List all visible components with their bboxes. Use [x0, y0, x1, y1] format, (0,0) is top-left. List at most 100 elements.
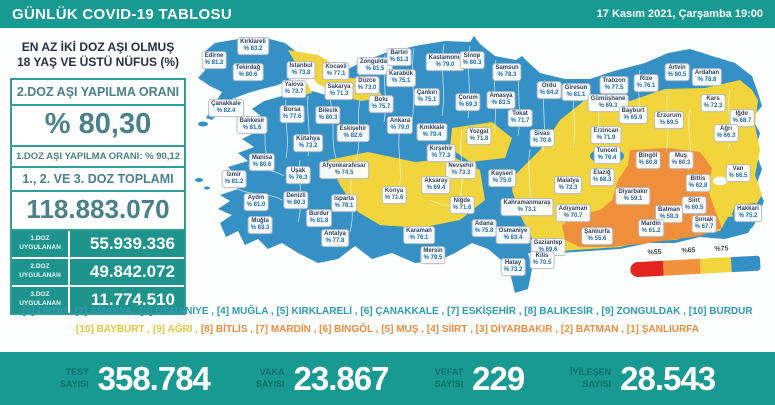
total-doses-value: 118.883.070	[12, 190, 184, 229]
recovered-count-value: 28.543	[620, 359, 716, 397]
province-label: Balıkesir% 81.6	[236, 116, 268, 134]
province-label: Niğde% 71.6	[449, 196, 475, 214]
dose2-row-label: 2.DOZ UYGULANAN	[12, 259, 70, 285]
province-label: Kırşehir% 77.3	[426, 144, 456, 162]
province-label: Rize% 76.1	[633, 74, 659, 92]
province-label: Zonguldak% 81.5	[356, 57, 394, 75]
case-count-label: VAKA SAYISI	[255, 366, 285, 389]
legend-segment	[730, 255, 761, 273]
province-label: Muş% 60.3	[668, 151, 694, 169]
table-row: 1.DOZ UYGULANAN 55.939.336	[12, 231, 184, 259]
province-label: Bitlis% 62.8	[685, 174, 711, 192]
province-label: Manisa% 80.6	[248, 153, 276, 171]
legend-segment	[662, 258, 701, 276]
case-count-stat: VAKA SAYISI 23.867	[255, 359, 390, 398]
dose3-row-label: 3.DOZ UYGULANAN	[12, 287, 70, 313]
province-label: Iğdır% 68.7	[729, 109, 755, 127]
province-label: Çankırı% 75.1	[413, 88, 441, 106]
header-bar: GÜNLÜK COVID-19 TABLOSU 17 Kasım 2021, Ç…	[0, 0, 775, 28]
test-count-label: TEST SAYISI	[59, 366, 89, 389]
worst-list-orange-part: [8] BİTLİS , [7] MARDİN , [6] BİNGÖL , […	[200, 324, 699, 335]
legend-label: %55	[647, 248, 662, 257]
province-label: Bolu% 75.7	[368, 95, 394, 113]
table-row: 2.DOZ UYGULANAN 49.842.072	[12, 259, 184, 287]
province-label: Malatya% 72.3	[553, 176, 583, 194]
best-provinces-list: [1] ORDU , [2] AMASYA , [3] OSMANİYE , […	[22, 306, 753, 317]
province-label: Hatay% 73.2	[500, 258, 526, 276]
province-label: Muğla% 83.3	[247, 216, 273, 234]
province-label: Şırnak% 67.7	[691, 215, 717, 233]
report-date: 17 Kasım 2021, Çarşamba 19:00	[596, 8, 763, 20]
province-label: Kırklareli% 83.2	[237, 37, 269, 55]
panel-intro-text: EN AZ İKİ DOZ AŞI OLMUŞ 18 YAŞ VE ÜSTÜ N…	[16, 40, 180, 69]
province-label: Burdur% 81.8	[306, 209, 332, 227]
province-label: Tekirdağ% 80.6	[232, 63, 264, 81]
vaccination-panel: EN AZ İKİ DOZ AŞI OLMUŞ 18 YAŞ VE ÜSTÜ N…	[10, 40, 186, 315]
dose3-row-value: 11.774.510	[90, 290, 175, 309]
case-count-value: 23.867	[293, 359, 390, 397]
province-label: Denizli% 80.3	[283, 191, 309, 209]
test-count-stat: TEST SAYISI 358.784	[59, 360, 211, 398]
province-label: Trabzon% 77.5	[599, 76, 629, 94]
province-label: Kayseri% 75.0	[488, 169, 516, 187]
province-label: Çanakkale% 82.4	[208, 99, 244, 117]
province-label: Uşak% 76.3	[285, 166, 311, 184]
province-label: Karabük% 75.1	[385, 69, 417, 87]
province-label: Adana% 75.8	[471, 219, 497, 237]
dose1-row-label: 1.DOZ UYGULANAN	[12, 231, 70, 257]
island	[198, 121, 208, 127]
province-label: Yozgat% 71.8	[466, 127, 492, 145]
province-label: Isparta% 78.1	[331, 194, 357, 212]
province-label: Mersin% 79.5	[420, 246, 446, 264]
province-label: Samsun% 78.3	[492, 63, 522, 81]
province-label: Afyonkarahisar% 74.5	[319, 161, 369, 179]
province-label: Kastamonu% 79.0	[425, 53, 465, 71]
province-label: Bingöl% 60.8	[635, 151, 661, 169]
province-label: Ardahan% 78.8	[691, 68, 723, 86]
dose-table: 1.DOZ UYGULANAN 55.939.336 2.DOZ UYGULAN…	[10, 231, 186, 315]
province-label: Eskişehir% 82.6	[336, 124, 370, 142]
province-label: Giresun% 81.1	[561, 83, 591, 101]
recovered-count-stat: İYİLEŞEN SAYISI 28.543	[570, 359, 716, 398]
total-doses-title: 1., 2. VE 3. DOZ TOPLAMI	[12, 166, 184, 190]
island	[204, 186, 210, 190]
province-label: Siirt% 60.5	[681, 196, 707, 214]
province-label: Kütahya% 73.2	[293, 134, 323, 152]
region-istanbul-yellow	[288, 50, 345, 90]
province-label: Yalova% 73.7	[281, 80, 307, 98]
province-label: Bartın% 81.3	[386, 48, 412, 66]
province-label: Kırıkkale% 79.4	[416, 123, 448, 141]
province-label: Elazığ% 68.3	[589, 168, 615, 186]
province-label: Kars% 72.3	[700, 94, 726, 112]
province-label: Mardin% 61.2	[638, 219, 664, 237]
province-label: Kocaeli% 77.1	[322, 62, 350, 80]
legend-segment	[699, 257, 732, 274]
province-label: Antalya% 77.8	[321, 229, 349, 247]
province-label: Karaman% 76.1	[403, 226, 435, 244]
dose2-row-value: 49.842.072	[89, 262, 175, 281]
dose2-rate-title: 2.DOZ AŞI YAPILMA ORANI	[16, 85, 180, 99]
province-label: Sivas% 70.6	[529, 129, 555, 147]
province-label: Kahramanmaraş% 73.1	[500, 198, 554, 216]
worst-provinces-list: [10] BAYBURT , [9] AĞRI , [8] BİTLİS , […	[0, 324, 775, 335]
province-label: Hakkari% 75.2	[734, 204, 762, 222]
province-label: Sinop% 80.3	[459, 51, 485, 69]
province-label: Erzurum% 69.5	[653, 111, 685, 129]
death-count-stat: VEFAT SAYISI 229	[434, 360, 525, 398]
province-label: Ordu% 84.2	[536, 81, 562, 99]
province-label: Van% 66.5	[725, 164, 751, 182]
island	[195, 178, 203, 182]
table-row: 3.DOZ UYGULANAN 11.774.510	[12, 287, 184, 313]
province-label: Sakarya% 71.3	[324, 82, 354, 100]
province-label: Ağrı% 66.3	[713, 124, 739, 142]
province-label: Artvin% 80.5	[664, 63, 690, 81]
province-label: Kilis% 70.5	[529, 251, 555, 269]
dose1-rate-line: 1.DOZ AŞI YAPILMA ORANI: % 90,12	[12, 145, 184, 166]
province-label: Aksaray% 69.4	[421, 176, 451, 194]
province-label: Düzce% 73.0	[354, 76, 380, 94]
province-label: Aydın% 81.0	[243, 193, 269, 211]
province-label: Bursa% 77.6	[279, 105, 305, 123]
dose1-row-value: 55.939.336	[89, 234, 175, 253]
